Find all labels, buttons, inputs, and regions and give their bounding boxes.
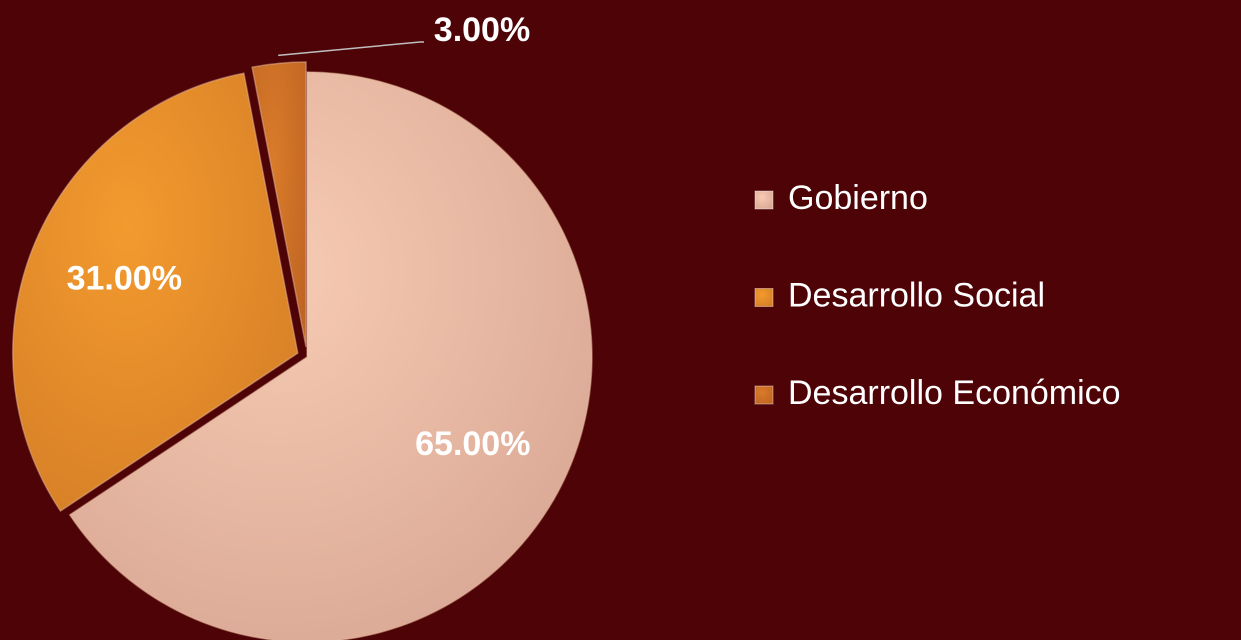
legend-swatch — [754, 190, 774, 210]
data-label: 31.00% — [67, 259, 182, 297]
legend-label: Desarrollo Social — [788, 276, 1045, 314]
legend-swatch — [754, 288, 774, 307]
data-label: 65.00% — [415, 425, 530, 463]
data-label: 3.00% — [434, 11, 530, 49]
legend-label: Desarrollo Económico — [788, 374, 1121, 412]
leader-line — [278, 41, 424, 57]
pie-slice — [68, 71, 593, 640]
legend-label: Gobierno — [788, 179, 928, 217]
legend-swatch — [754, 385, 774, 405]
pie-slice — [251, 61, 307, 348]
pie-slice — [12, 72, 299, 513]
